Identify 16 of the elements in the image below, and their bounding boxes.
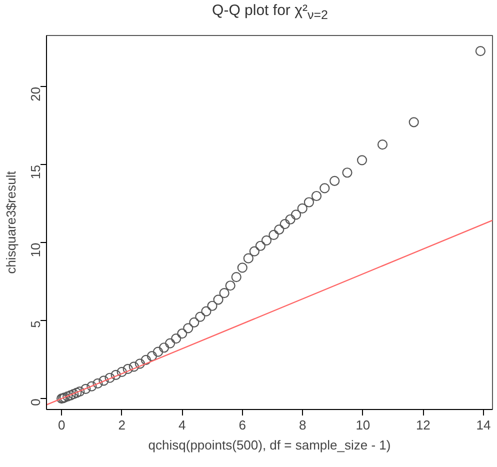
y-tick-label: 10 [28,242,43,258]
chart-title: Q-Q plot for χ²$_{ν=2}$ [211,1,329,24]
x-axis-title: qchisq(ppoints(500), df = sample_size - 1) [148,438,391,452]
x-tick-label: 8 [299,418,306,432]
x-tick-label: 2 [118,418,126,432]
y-tick-label: 5 [28,320,43,328]
y-tick-label: 0 [28,398,43,406]
x-tick-label: 4 [178,418,186,432]
y-tick-label: 15 [28,164,43,180]
y-axis-title: chisquare3$result [4,170,18,274]
x-tick-label: 6 [238,418,246,432]
y-tick-label: 20 [28,86,43,102]
x-tick-label: 10 [356,418,370,432]
x-tick-label: 12 [416,418,430,432]
x-tick-label: 0 [58,418,66,432]
x-tick-label: 14 [476,418,491,432]
